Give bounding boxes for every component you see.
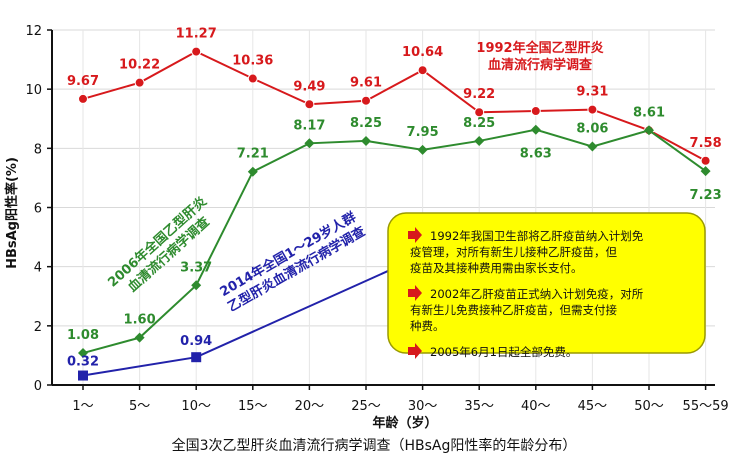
data-label: 9.61 (350, 76, 382, 91)
note-item-1: 2002年乙肝疫苗正式纳入计划免疫，对所有新生儿免费接种乙肝疫苗，但需支付接种费… (410, 287, 644, 333)
x-tick-label: 25～ (351, 399, 381, 414)
bullet-arrow-icon (408, 227, 422, 243)
data-point (78, 348, 88, 359)
series-line-1 (82, 128, 707, 355)
data-point (191, 280, 202, 291)
data-point (247, 166, 258, 177)
x-tick-label: 30～ (408, 399, 438, 414)
series-0: 9.67 10.22 11.27 10.36 9.49 9.61 10.64 9.22 9.31… (67, 27, 722, 166)
y-axis-title: HBsAg阳性率(%) (4, 157, 20, 269)
data-point (474, 135, 485, 146)
data-point (304, 99, 315, 110)
axes: 0 2 4 6 8 10 12 1～ 5～ 10～ 15～ 20～ 25～ 30～ 35～ 40～ 45～ 50～… (25, 24, 728, 414)
data-point (700, 166, 711, 177)
data-label: 8.06 (576, 122, 608, 137)
data-label: 8.61 (633, 105, 665, 120)
data-point (474, 107, 485, 118)
x-tick-label: 10～ (181, 399, 211, 414)
data-point (361, 95, 371, 106)
data-point (191, 46, 202, 57)
data-label: 7.95 (407, 125, 439, 140)
data-label: 9.31 (576, 85, 608, 100)
note-box-bg (387, 212, 706, 354)
data-point (700, 155, 711, 166)
y-tick-label: 12 (25, 24, 42, 39)
note-item-2: 2005年6月1日起全部免费。 (430, 345, 577, 359)
data-label: 10.64 (402, 45, 443, 60)
data-label: 0.32 (67, 355, 99, 370)
data-point (417, 144, 428, 155)
note-box: 1992年我国卫生部将乙肝疫苗纳入计划免疫管理，对所有新生儿接种乙肝疫苗，但疫苗… (387, 212, 706, 359)
data-point (587, 141, 598, 152)
y-tick-label: 2 (34, 320, 42, 335)
x-tick-label: 20～ (295, 399, 325, 414)
data-point (134, 332, 145, 343)
series: 9.67 10.22 11.27 10.36 9.49 9.61 10.64 9.22 9.31… (67, 27, 722, 381)
data-label: 8.25 (463, 116, 495, 131)
data-label: 8.63 (520, 147, 552, 162)
data-label: 9.22 (463, 87, 495, 102)
data-point (587, 104, 598, 115)
data-point (191, 352, 202, 363)
data-point (134, 77, 145, 88)
data-point (644, 125, 654, 136)
x-tick-label: 35～ (464, 399, 494, 414)
series-1: 1.08 1.60 3.37 7.21 8.17 8.25 7.95 8.25 8.63 8.06… (67, 105, 722, 359)
series-title-line: 血清流行病学调查 (488, 57, 593, 73)
bullet-arrow-icon (408, 285, 422, 301)
data-point (304, 138, 315, 149)
y-tick-label: 4 (34, 261, 42, 276)
data-label: 1.08 (67, 328, 99, 343)
x-axis-title: 年龄（岁） (372, 415, 437, 431)
x-tick-label: 5～ (129, 399, 150, 414)
x-tick-label: 55～59 (683, 399, 729, 414)
data-label: 7.21 (237, 147, 269, 162)
y-tick-label: 6 (34, 202, 42, 217)
data-label: 1.60 (124, 313, 156, 328)
data-point (530, 106, 541, 117)
y-tick-label: 10 (25, 83, 42, 98)
series-title-line: 1992年全国乙型肝炎 (476, 40, 603, 56)
x-tick-label: 40～ (521, 399, 551, 414)
data-point (247, 73, 258, 84)
data-point (361, 135, 371, 146)
data-point (78, 370, 88, 381)
data-label: 8.17 (293, 118, 325, 133)
data-label: 7.23 (690, 188, 722, 203)
bullet-arrow-icon (408, 343, 422, 359)
x-tick-label: 50～ (634, 399, 664, 414)
data-label: 8.25 (350, 116, 382, 131)
x-tick-label: 1～ (72, 399, 93, 414)
note-item-0: 1992年我国卫生部将乙肝疫苗纳入计划免疫管理，对所有新生儿接种乙肝疫苗，但疫苗… (410, 229, 643, 275)
data-point (417, 65, 428, 76)
data-label: 0.94 (180, 334, 212, 349)
x-tick-label: 15～ (238, 399, 268, 414)
data-label: 11.27 (176, 27, 217, 42)
series-title-line: 乙型肝炎血清流行病学调查 (225, 223, 369, 315)
y-tick-label: 8 (34, 142, 42, 157)
data-label: 10.36 (232, 54, 273, 69)
x-tick-label: 45～ (578, 399, 608, 414)
data-point (530, 124, 541, 135)
data-point (78, 93, 88, 104)
series-line-0 (82, 50, 707, 162)
data-label: 3.37 (180, 260, 212, 275)
data-label: 7.58 (690, 136, 722, 151)
data-label: 9.49 (293, 79, 325, 94)
data-label: 9.67 (67, 74, 99, 89)
chart-title: 全国3次乙型肝炎血清流行病学调查（HBsAg阳性率的年龄分布） (172, 437, 577, 454)
y-tick-label: 0 (34, 379, 42, 394)
data-label: 10.22 (119, 58, 160, 73)
